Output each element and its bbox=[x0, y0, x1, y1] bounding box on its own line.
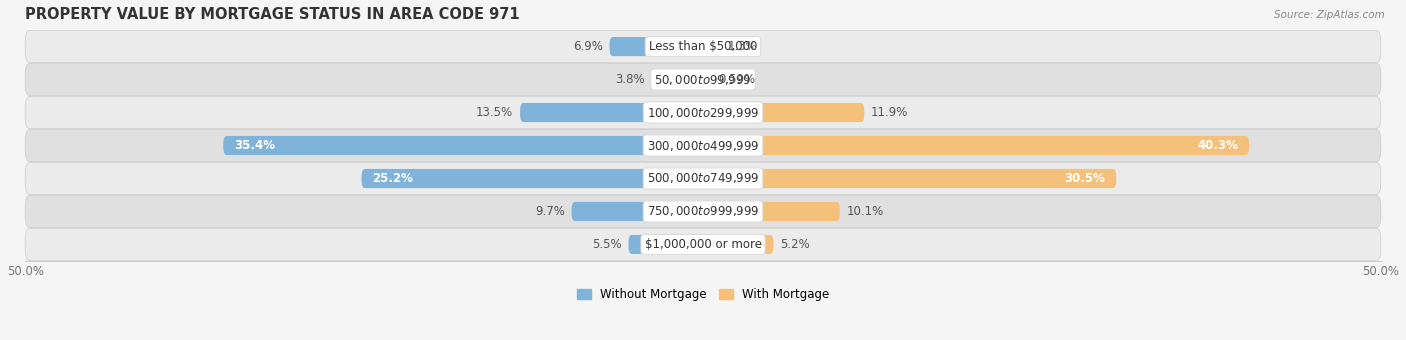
Text: 11.9%: 11.9% bbox=[872, 106, 908, 119]
FancyBboxPatch shape bbox=[361, 169, 703, 188]
Text: 35.4%: 35.4% bbox=[235, 139, 276, 152]
Text: $50,000 to $99,999: $50,000 to $99,999 bbox=[654, 72, 752, 87]
Text: 10.1%: 10.1% bbox=[846, 205, 884, 218]
FancyBboxPatch shape bbox=[703, 136, 1249, 155]
FancyBboxPatch shape bbox=[25, 96, 1381, 129]
Text: $100,000 to $299,999: $100,000 to $299,999 bbox=[647, 105, 759, 120]
Text: 5.2%: 5.2% bbox=[780, 238, 810, 251]
FancyBboxPatch shape bbox=[703, 169, 1116, 188]
Legend: Without Mortgage, With Mortgage: Without Mortgage, With Mortgage bbox=[572, 284, 834, 306]
FancyBboxPatch shape bbox=[25, 63, 1381, 96]
FancyBboxPatch shape bbox=[628, 235, 703, 254]
Text: PROPERTY VALUE BY MORTGAGE STATUS IN AREA CODE 971: PROPERTY VALUE BY MORTGAGE STATUS IN ARE… bbox=[25, 7, 520, 22]
Text: 0.59%: 0.59% bbox=[718, 73, 755, 86]
Text: 13.5%: 13.5% bbox=[477, 106, 513, 119]
Text: 3.8%: 3.8% bbox=[614, 73, 645, 86]
FancyBboxPatch shape bbox=[224, 136, 703, 155]
Text: $500,000 to $749,999: $500,000 to $749,999 bbox=[647, 171, 759, 186]
FancyBboxPatch shape bbox=[25, 195, 1381, 228]
Text: $300,000 to $499,999: $300,000 to $499,999 bbox=[647, 138, 759, 153]
Text: 1.3%: 1.3% bbox=[727, 40, 758, 53]
FancyBboxPatch shape bbox=[703, 37, 721, 56]
FancyBboxPatch shape bbox=[609, 37, 703, 56]
Text: 9.7%: 9.7% bbox=[534, 205, 565, 218]
FancyBboxPatch shape bbox=[25, 129, 1381, 162]
FancyBboxPatch shape bbox=[703, 103, 865, 122]
FancyBboxPatch shape bbox=[703, 70, 711, 89]
Text: Source: ZipAtlas.com: Source: ZipAtlas.com bbox=[1274, 10, 1385, 20]
FancyBboxPatch shape bbox=[25, 228, 1381, 261]
FancyBboxPatch shape bbox=[25, 30, 1381, 63]
Text: 5.5%: 5.5% bbox=[592, 238, 621, 251]
Text: 6.9%: 6.9% bbox=[572, 40, 603, 53]
FancyBboxPatch shape bbox=[520, 103, 703, 122]
FancyBboxPatch shape bbox=[651, 70, 703, 89]
Text: 25.2%: 25.2% bbox=[373, 172, 413, 185]
FancyBboxPatch shape bbox=[703, 202, 839, 221]
Text: $1,000,000 or more: $1,000,000 or more bbox=[644, 238, 762, 251]
FancyBboxPatch shape bbox=[572, 202, 703, 221]
Text: Less than $50,000: Less than $50,000 bbox=[648, 40, 758, 53]
Text: 30.5%: 30.5% bbox=[1064, 172, 1105, 185]
FancyBboxPatch shape bbox=[25, 162, 1381, 195]
FancyBboxPatch shape bbox=[703, 235, 773, 254]
Text: 40.3%: 40.3% bbox=[1198, 139, 1239, 152]
Text: $750,000 to $999,999: $750,000 to $999,999 bbox=[647, 204, 759, 219]
